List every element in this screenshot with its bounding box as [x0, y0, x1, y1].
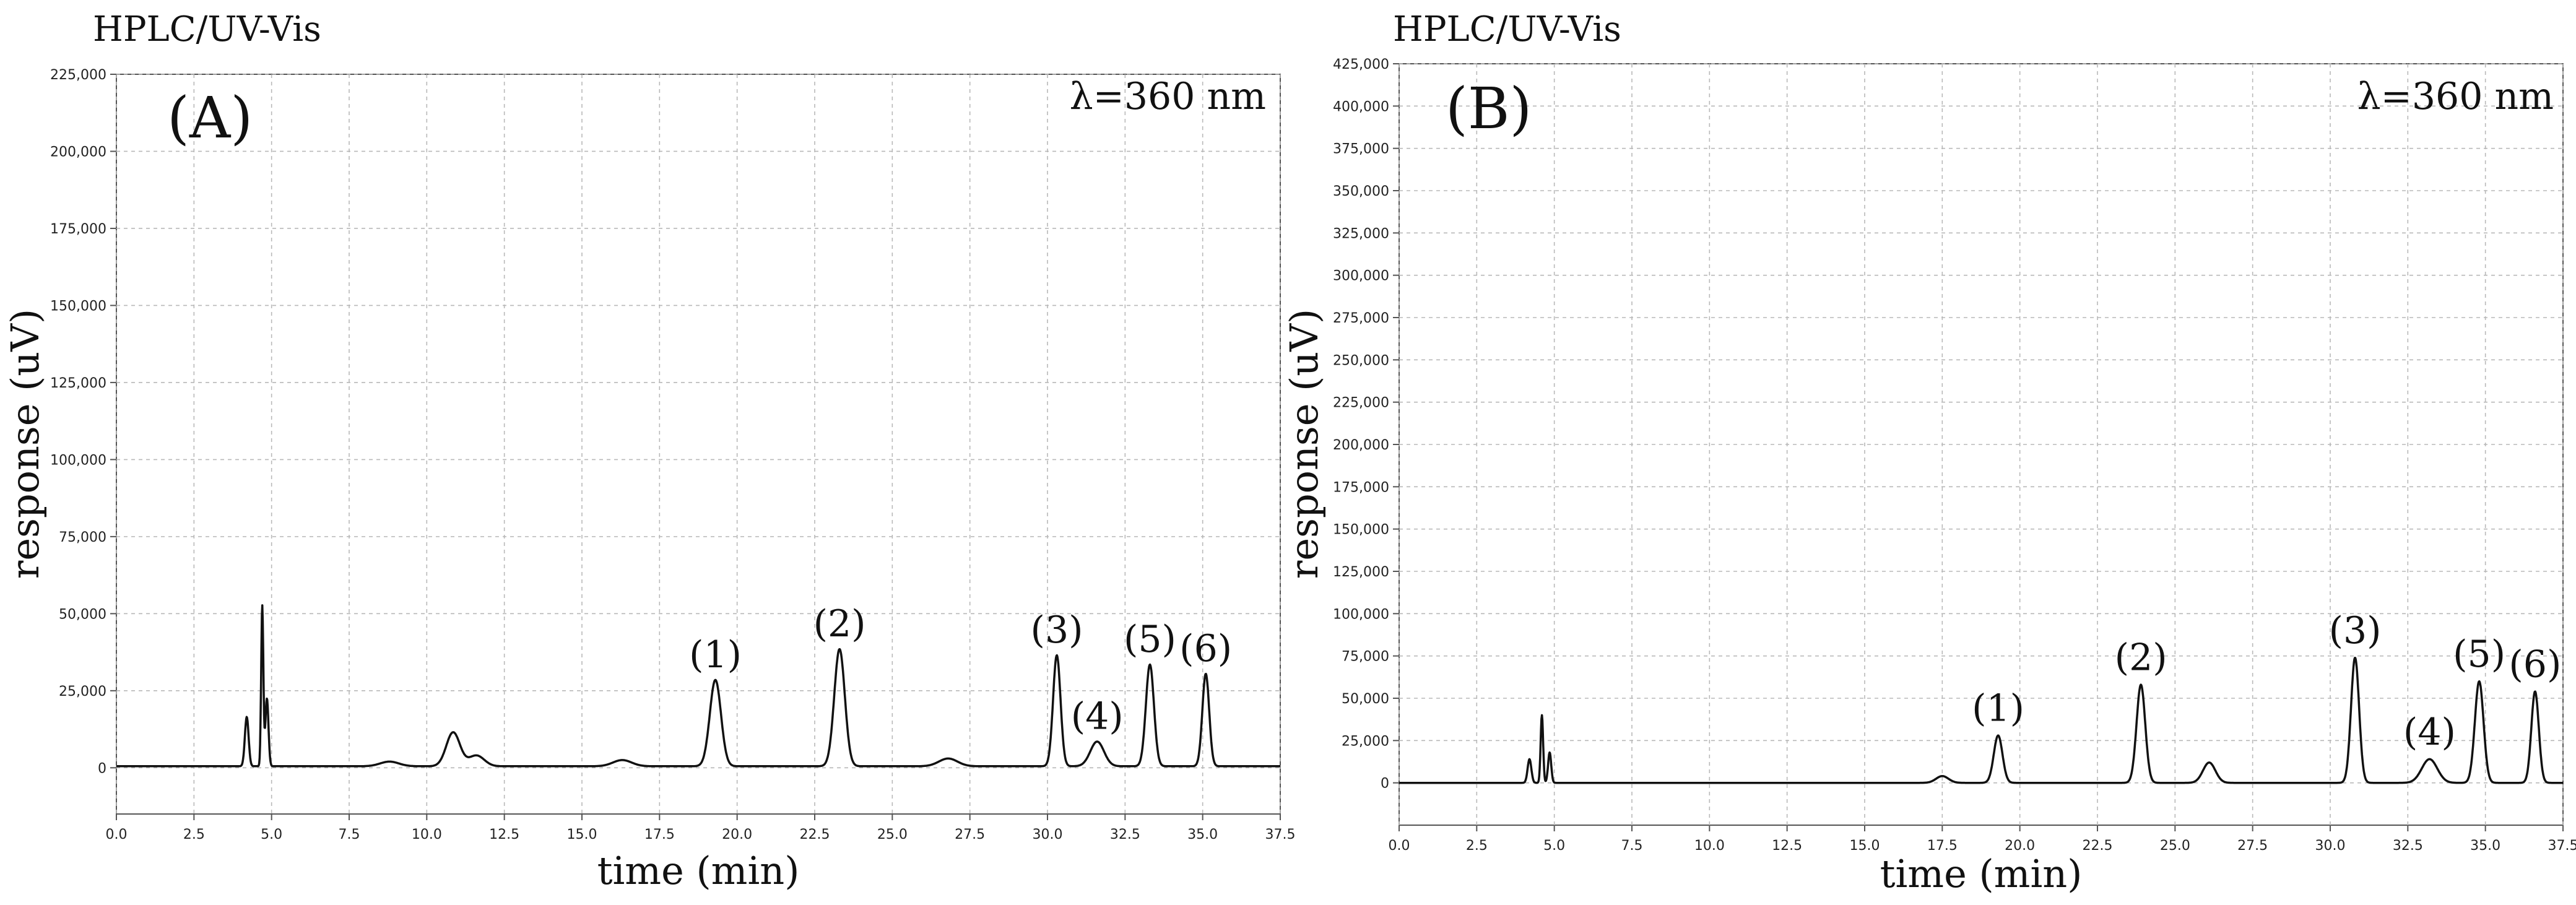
panel-b-y-tick-label: 350,000: [1333, 184, 1389, 199]
panel-b-x-tick-label: 0.0: [1389, 838, 1410, 854]
panel-a-x-tick-label: 12.5: [489, 827, 519, 842]
panel-b-x-tick-label: 5.0: [1543, 838, 1565, 854]
panel-a-x-tick-label: 25.0: [877, 827, 908, 842]
panel-b-peak-label-4: (4): [2403, 711, 2456, 754]
panel-b-title: HPLC/UV-Vis: [1393, 9, 1621, 50]
panel-b-x-tick-label: 15.0: [1850, 838, 1880, 854]
panel-b-x-tick-label: 2.5: [1466, 838, 1488, 854]
panel-a-chromatogram-line: [116, 605, 1280, 766]
panel-b-y-tick-label: 125,000: [1333, 565, 1389, 580]
panel-a-y-tick-label: 0: [98, 761, 106, 776]
panel-a-y-tick-label: 200,000: [50, 144, 106, 160]
panel-b-x-axis-label: time (min): [1880, 851, 2083, 896]
panel-a-y-tick-label: 225,000: [50, 67, 106, 83]
panel-b-y-tick-label: 275,000: [1333, 311, 1389, 326]
panel-a-x-tick-label: 2.5: [183, 827, 205, 842]
panel-b-y-tick-label: 250,000: [1333, 353, 1389, 368]
panel-a-x-tick-label: 32.5: [1110, 827, 1140, 842]
panel-a-label: (A): [167, 85, 253, 151]
panel-a-peak-label-1: (1): [689, 633, 742, 677]
panel-b-y-tick-label: 50,000: [1342, 691, 1389, 707]
panel-a-y-tick-label: 100,000: [50, 452, 106, 468]
panel-b-x-tick-label: 30.0: [2315, 838, 2346, 854]
panel-a-y-tick-label: 125,000: [50, 376, 106, 391]
panel-b-peak-label-2: (2): [2115, 636, 2167, 680]
panel-a-x-tick-label: 27.5: [955, 827, 985, 842]
panel-a-x-tick-label: 5.0: [261, 827, 282, 842]
panel-b-x-tick-label: 32.5: [2393, 838, 2423, 854]
panel-b-y-tick-label: 0: [1381, 776, 1389, 792]
panel-a-x-ticks: 0.0 2.5 5.0 7.5 10.0 12.5 15.0 17.5 20.0 22.5 25.0…: [106, 814, 1296, 842]
panel-a-y-tick-label: 50,000: [59, 607, 106, 622]
panel-b-wavelength: λ=360 nm: [2357, 75, 2554, 118]
panel-b-peak-label-1: (1): [1972, 687, 2024, 730]
panel-b-y-tick-label: 375,000: [1333, 142, 1389, 157]
panel-b-peak-labels: (1) (2) (3) (4) (5)(6): [1972, 609, 2561, 754]
panel-a-y-axis-label: response (uV): [2, 309, 48, 579]
panel-b-y-tick-label: 75,000: [1342, 649, 1389, 665]
panel-b-x-tick-label: 22.5: [2083, 838, 2113, 854]
panel-b-y-tick-label: 400,000: [1333, 99, 1389, 115]
panel-a-x-tick-label: 10.0: [412, 827, 442, 842]
panel-b-y-tick-label: 425,000: [1333, 57, 1389, 72]
panel-b-x-tick-label: 35.0: [2470, 838, 2500, 854]
panel-a-wavelength: λ=360 nm: [1070, 75, 1266, 118]
panel-a-y-tick-label: 150,000: [50, 298, 106, 314]
panel-b-x-tick-label: 25.0: [2160, 838, 2190, 854]
panel-b-y-tick-label: 325,000: [1333, 226, 1389, 241]
panel-a-y-tick-label: 175,000: [50, 222, 106, 237]
panel-b-y-axis-label: response (uV): [1281, 309, 1327, 579]
panel-a-x-tick-label: 0.0: [106, 827, 128, 842]
panel-a-y-tick-label: 25,000: [59, 684, 106, 699]
panel-b-y-tick-label: 300,000: [1333, 269, 1389, 284]
panel-b-x-tick-label: 10.0: [1694, 838, 1725, 854]
panel-a-peak-label-3: (3): [1031, 608, 1083, 652]
panel-a-x-tick-label: 22.5: [800, 827, 830, 842]
panel-b-x-tick-label: 7.5: [1621, 838, 1643, 854]
panel-a-x-tick-label: 37.5: [1265, 827, 1296, 842]
panel-b-peak-label-3: (3): [2329, 609, 2382, 652]
panel-a-x-tick-label: 35.0: [1187, 827, 1218, 842]
panel-a-x-tick-label: 7.5: [339, 827, 360, 842]
panel-b: HPLC/UV-Vis 0 25,000 50,000 75,000 100,000 12…: [1281, 9, 2576, 896]
panel-b-y-tick-label: 200,000: [1333, 438, 1389, 453]
panel-b-y-tick-label: 175,000: [1333, 480, 1389, 495]
panel-a-x-tick-label: 20.0: [722, 827, 752, 842]
panel-b-peak-label-6: (6): [2509, 643, 2561, 686]
panel-b-y-tick-label: 100,000: [1333, 607, 1389, 622]
panel-b-y-tick-label: 225,000: [1333, 396, 1389, 411]
panel-a-peak-label-4: (4): [1071, 695, 1124, 738]
panel-a-peak-label-5: (5): [1124, 618, 1176, 661]
panel-a-x-axis-label: time (min): [597, 848, 800, 893]
panel-a: HPLC/UV-Vis 0 25,000 50,000 75,000 100,000 12…: [2, 9, 1295, 893]
panel-b-y-tick-label: 25,000: [1342, 734, 1389, 749]
panel-b-y-tick-label: 150,000: [1333, 522, 1389, 538]
panel-b-peak-label-5: (5): [2453, 633, 2505, 676]
panel-a-x-tick-label: 17.5: [644, 827, 675, 842]
panel-a-x-tick-label: 15.0: [567, 827, 597, 842]
panel-a-y-ticks: 0 25,000 50,000 75,000 100,000 125,000 150,000…: [50, 67, 116, 776]
panel-b-label: (B): [1446, 76, 1532, 142]
panel-a-title: HPLC/UV-Vis: [93, 9, 321, 50]
panel-a-peak-label-6: (6): [1179, 627, 1232, 670]
panel-a-x-tick-label: 30.0: [1033, 827, 1063, 842]
panel-a-y-tick-label: 75,000: [59, 530, 106, 545]
panel-b-x-tick-label: 12.5: [1772, 838, 1802, 854]
panel-b-x-tick-label: 27.5: [2237, 838, 2268, 854]
panel-b-y-ticks: 0 25,000 50,000 75,000 100,000 125,000 150,000…: [1333, 57, 1399, 792]
panel-a-peak-label-2: (2): [813, 602, 866, 646]
panel-b-x-tick-label: 37.5: [2548, 838, 2576, 854]
